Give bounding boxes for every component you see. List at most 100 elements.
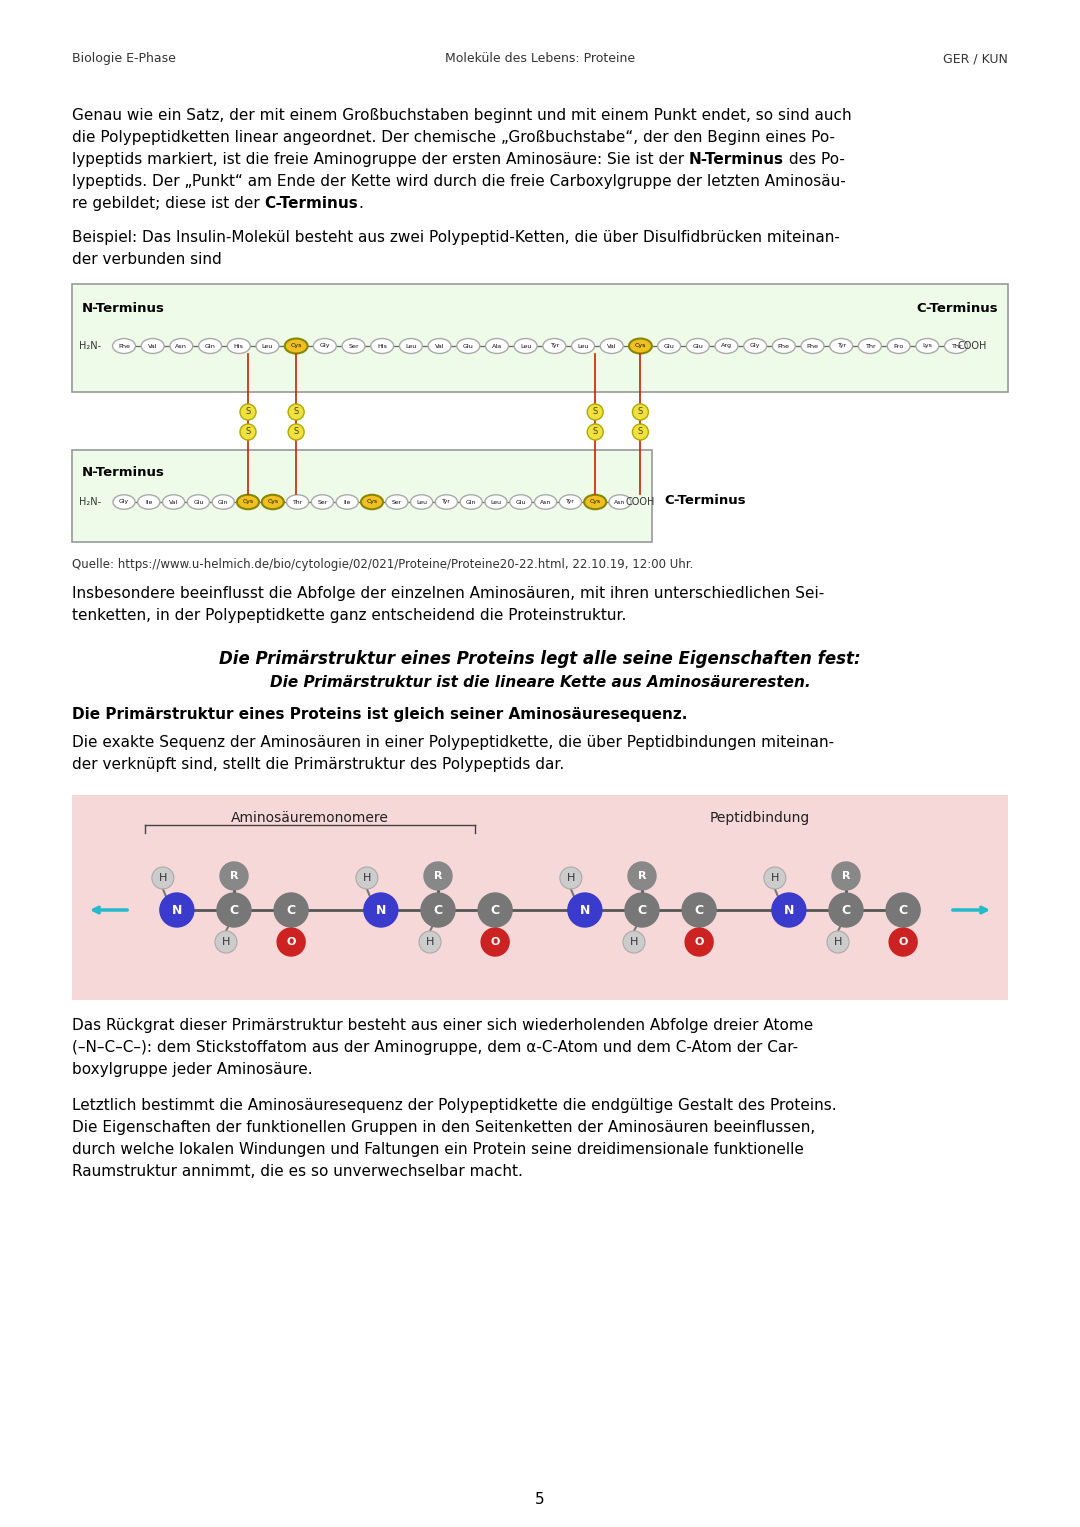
Text: Glu: Glu: [515, 499, 526, 504]
Ellipse shape: [486, 339, 509, 353]
Circle shape: [160, 893, 194, 927]
Text: H: H: [630, 938, 638, 947]
Text: N: N: [580, 904, 590, 916]
Text: der verbunden sind: der verbunden sind: [72, 252, 221, 267]
Text: H: H: [771, 873, 779, 883]
Text: Val: Val: [435, 344, 444, 348]
Text: Leu: Leu: [261, 344, 273, 348]
Circle shape: [478, 893, 512, 927]
Text: tenketten, in der Polypeptidkette ganz entscheidend die Proteinstruktur.: tenketten, in der Polypeptidkette ganz e…: [72, 608, 626, 623]
Text: Pro: Pro: [893, 344, 904, 348]
FancyBboxPatch shape: [72, 796, 1008, 1000]
Text: Val: Val: [607, 344, 617, 348]
Text: N-Terminus: N-Terminus: [82, 302, 165, 315]
Text: Ile: Ile: [343, 499, 351, 504]
Circle shape: [588, 405, 604, 420]
Text: Leu: Leu: [490, 499, 501, 504]
Text: N: N: [784, 904, 794, 916]
Text: C: C: [286, 904, 296, 916]
Ellipse shape: [386, 495, 408, 508]
Text: H: H: [159, 873, 167, 883]
Circle shape: [240, 405, 256, 420]
Ellipse shape: [261, 495, 284, 508]
Ellipse shape: [163, 495, 185, 508]
Text: C-Terminus: C-Terminus: [265, 195, 359, 211]
Circle shape: [419, 931, 441, 953]
Ellipse shape: [400, 339, 422, 353]
Text: H: H: [567, 873, 575, 883]
Ellipse shape: [829, 339, 853, 353]
Ellipse shape: [187, 495, 210, 508]
Text: Die Eigenschaften der funktionellen Gruppen in den Seitenketten der Aminosäuren : Die Eigenschaften der funktionellen Grup…: [72, 1119, 815, 1135]
Text: Cys: Cys: [267, 499, 279, 504]
Text: lypeptids markiert, ist die freie Aminogruppe der ersten Aminosäure: Sie ist der: lypeptids markiert, ist die freie Aminog…: [72, 153, 689, 166]
Text: Gly: Gly: [750, 344, 760, 348]
Text: Biologie E-Phase: Biologie E-Phase: [72, 52, 176, 66]
Ellipse shape: [285, 339, 308, 353]
Text: N: N: [172, 904, 183, 916]
Ellipse shape: [227, 339, 251, 353]
Text: Thr: Thr: [950, 344, 961, 348]
Text: R: R: [638, 870, 646, 881]
Text: Leu: Leu: [416, 499, 427, 504]
Text: C: C: [490, 904, 500, 916]
Text: C: C: [229, 904, 239, 916]
Text: Glu: Glu: [664, 344, 675, 348]
Text: Tyr: Tyr: [837, 344, 846, 348]
Text: Tyr: Tyr: [550, 344, 559, 348]
Circle shape: [559, 867, 582, 889]
Text: R: R: [841, 870, 850, 881]
Circle shape: [886, 893, 920, 927]
Ellipse shape: [410, 495, 433, 508]
Ellipse shape: [744, 339, 767, 353]
Ellipse shape: [559, 495, 581, 508]
Text: re gebildet; diese ist der: re gebildet; diese ist der: [72, 195, 265, 211]
Text: C: C: [694, 904, 704, 916]
Ellipse shape: [687, 339, 710, 353]
Ellipse shape: [428, 339, 451, 353]
Text: S: S: [638, 428, 643, 437]
Text: H₂N-: H₂N-: [79, 341, 102, 351]
Ellipse shape: [113, 495, 135, 508]
Ellipse shape: [460, 495, 483, 508]
Text: Arg: Arg: [721, 344, 732, 348]
Text: Leu: Leu: [578, 344, 589, 348]
Text: S: S: [245, 428, 251, 437]
Ellipse shape: [945, 339, 968, 353]
Ellipse shape: [336, 495, 359, 508]
Ellipse shape: [170, 339, 193, 353]
Text: Cys: Cys: [635, 344, 646, 348]
Text: Glu: Glu: [193, 499, 204, 504]
Text: Ala: Ala: [491, 344, 502, 348]
Circle shape: [356, 867, 378, 889]
Text: C-Terminus: C-Terminus: [916, 302, 998, 315]
Ellipse shape: [543, 339, 566, 353]
Text: Insbesondere beeinflusst die Abfolge der einzelnen Aminosäuren, mit ihren unters: Insbesondere beeinflusst die Abfolge der…: [72, 586, 824, 602]
Text: boxylgruppe jeder Aminosäure.: boxylgruppe jeder Aminosäure.: [72, 1061, 312, 1077]
Ellipse shape: [313, 339, 336, 353]
Ellipse shape: [138, 495, 160, 508]
Circle shape: [829, 893, 863, 927]
Text: durch welche lokalen Windungen und Faltungen ein Protein seine dreidimensionale : durch welche lokalen Windungen und Faltu…: [72, 1142, 804, 1157]
Ellipse shape: [256, 339, 279, 353]
Text: N: N: [376, 904, 386, 916]
Text: O: O: [899, 938, 908, 947]
Text: Phe: Phe: [778, 344, 789, 348]
Text: S: S: [294, 408, 299, 417]
Text: Phe: Phe: [118, 344, 130, 348]
Text: Gln: Gln: [218, 499, 228, 504]
Circle shape: [274, 893, 308, 927]
Text: Phe: Phe: [807, 344, 819, 348]
Text: Gln: Gln: [204, 344, 216, 348]
Circle shape: [481, 928, 509, 956]
Text: Ser: Ser: [392, 499, 402, 504]
Circle shape: [217, 893, 251, 927]
Text: Genau wie ein Satz, der mit einem Großbuchstaben beginnt und mit einem Punkt end: Genau wie ein Satz, der mit einem Großbu…: [72, 108, 852, 124]
Text: Asn: Asn: [175, 344, 187, 348]
Ellipse shape: [916, 339, 939, 353]
Text: H₂N-: H₂N-: [79, 496, 102, 507]
Ellipse shape: [485, 495, 507, 508]
Text: Die exakte Sequenz der Aminosäuren in einer Polypeptidkette, die über Peptidbind: Die exakte Sequenz der Aminosäuren in ei…: [72, 734, 834, 750]
Text: Cys: Cys: [366, 499, 378, 504]
Circle shape: [685, 928, 713, 956]
